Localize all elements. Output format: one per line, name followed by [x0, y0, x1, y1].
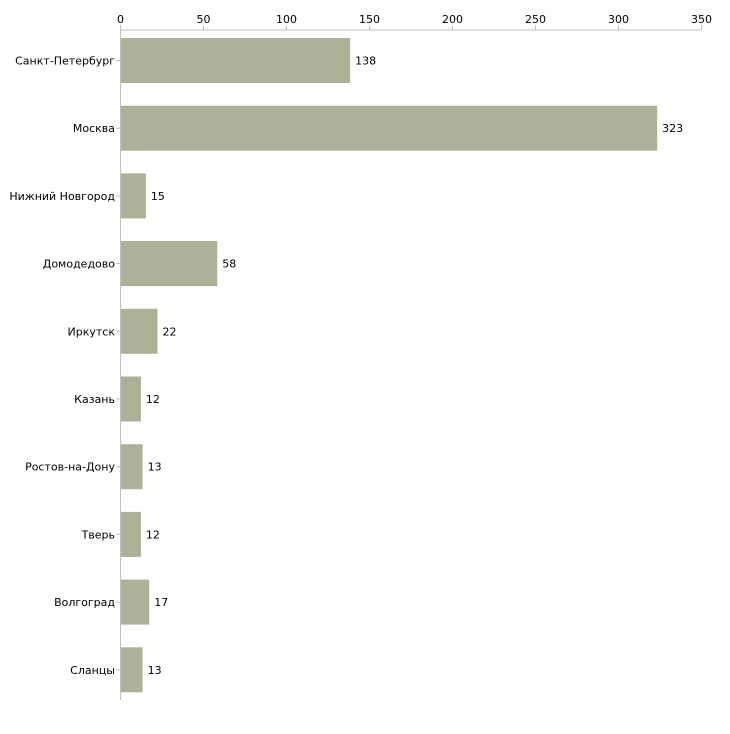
value-labels: 138 323 15 58 22 12 13 12 17 13 — [146, 55, 683, 677]
bar — [121, 647, 143, 693]
y-axis — [116, 30, 121, 700]
data-label: 22 — [163, 325, 177, 338]
x-tick-label: 50 — [197, 13, 211, 26]
bar — [121, 511, 141, 557]
category-label: Нижний Новгород — [9, 190, 115, 203]
data-label: 17 — [154, 596, 168, 609]
x-axis: 0 50 100 150 200 250 300 350 — [117, 13, 712, 31]
x-tick-label: 350 — [691, 13, 712, 26]
category-label: Ростов-на-Дону — [25, 461, 115, 474]
category-label: Санкт-Петербург — [15, 55, 115, 68]
data-label: 138 — [355, 55, 376, 68]
category-labels: Санкт-Петербург Москва Нижний Новгород Домо… — [9, 55, 115, 677]
x-tick-label: 150 — [359, 13, 380, 26]
category-label: Казань — [74, 393, 115, 406]
category-label: Тверь — [81, 528, 115, 541]
bar — [121, 444, 143, 490]
bar — [121, 38, 351, 83]
category-label: Домодедово — [43, 258, 116, 271]
bars — [121, 38, 658, 693]
category-label: Сланцы — [70, 664, 115, 677]
x-tick-label: 300 — [608, 13, 629, 26]
data-label: 12 — [146, 393, 160, 406]
x-tick-label: 0 — [117, 13, 124, 26]
x-tick-label: 100 — [276, 13, 297, 26]
category-label: Волгоград — [54, 596, 115, 609]
x-tick-label: 250 — [525, 13, 546, 26]
bar — [121, 308, 158, 354]
data-label: 12 — [146, 528, 160, 541]
data-label: 13 — [148, 664, 162, 677]
bar — [121, 241, 218, 287]
bar — [121, 173, 146, 219]
bar — [121, 376, 141, 422]
data-label: 58 — [222, 258, 236, 271]
data-label: 13 — [148, 461, 162, 474]
data-label: 323 — [662, 122, 683, 135]
data-label: 15 — [151, 190, 165, 203]
category-label: Иркутск — [68, 325, 116, 338]
x-tick-label: 200 — [442, 13, 463, 26]
bar — [121, 579, 150, 625]
category-label: Москва — [73, 122, 115, 135]
bar — [121, 105, 658, 151]
